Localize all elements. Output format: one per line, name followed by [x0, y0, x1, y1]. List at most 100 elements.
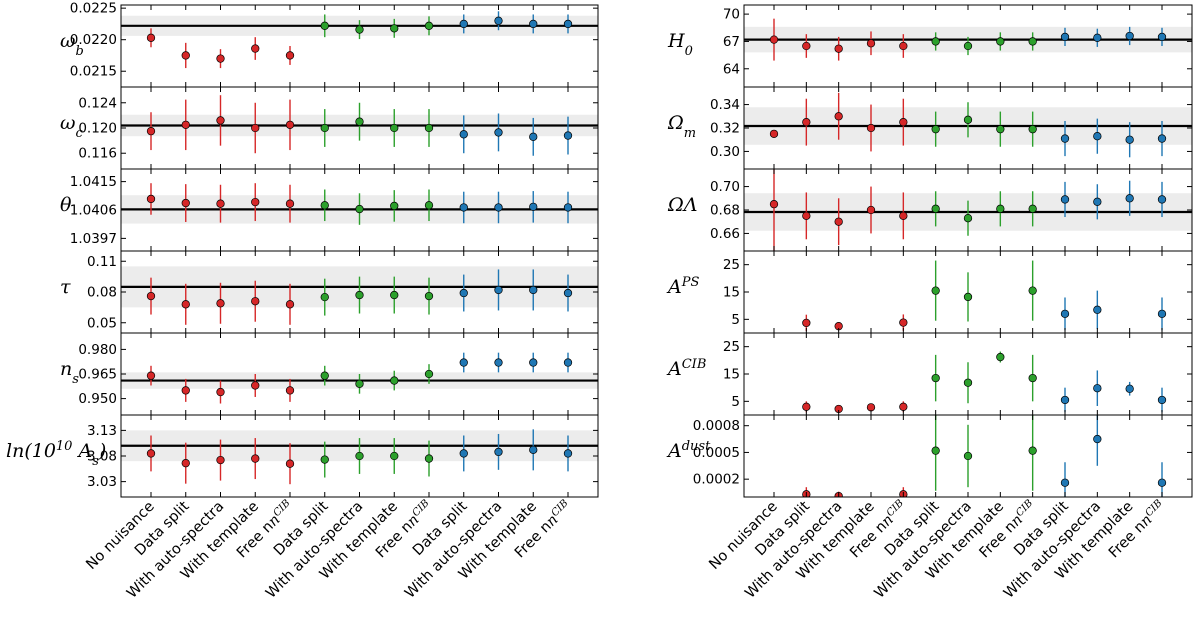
y-tick-label: 0.66	[710, 226, 740, 242]
data-point	[899, 117, 908, 127]
data-point	[424, 21, 434, 30]
panel-m: 0.30 0.32 0.34 Ωm	[667, 86, 1193, 170]
parameter-label-: τ	[60, 276, 71, 298]
panel-h-0: 64 67 70 H0	[667, 4, 1193, 88]
data-point	[563, 131, 573, 140]
panel-a-ps: 5 15 25 APS	[666, 250, 1193, 334]
data-point	[390, 376, 399, 385]
data-point	[146, 449, 156, 458]
data-point	[1060, 134, 1070, 143]
parameter-label-a-ps: APS	[666, 275, 699, 299]
data-point	[424, 291, 434, 301]
data-point	[251, 454, 260, 463]
data-point	[529, 285, 538, 295]
data-point	[390, 123, 399, 133]
y-tick-label: 70	[723, 7, 740, 23]
data-point	[931, 373, 940, 383]
data-point	[390, 201, 399, 211]
panel-: 0.66 0.68 0.70 ΩΛ	[667, 168, 1193, 252]
data-point	[181, 300, 190, 309]
data-point	[251, 297, 260, 306]
data-point	[216, 387, 225, 397]
data-point	[1157, 32, 1167, 42]
y-tick-label: 0.0220	[70, 32, 117, 48]
data-point	[529, 202, 538, 211]
data-point	[769, 129, 779, 139]
data-point	[216, 455, 225, 465]
data-point	[529, 358, 538, 367]
data-point	[529, 19, 538, 29]
data-point	[459, 19, 468, 29]
y-tick-label: 3.08	[87, 449, 117, 465]
panel-: 0.05 0.08 0.11 τ	[60, 250, 599, 334]
data-point	[963, 292, 973, 302]
y-tick-label: 64	[723, 61, 740, 77]
data-point	[1157, 195, 1167, 204]
parameter-label-c: ωc	[60, 112, 84, 141]
data-point	[899, 211, 908, 221]
y-tick-label: 0.0002	[693, 472, 740, 488]
data-point	[1093, 197, 1102, 206]
y-tick-label: 0.30	[710, 144, 740, 160]
data-point	[459, 288, 468, 298]
data-point	[355, 25, 364, 34]
parameter-label-h-0: H0	[667, 30, 693, 59]
y-tick-label: 0.980	[78, 342, 117, 358]
data-point	[1060, 395, 1070, 405]
data-point	[320, 21, 329, 30]
panel-b: 0.0215 0.0220 0.0225 ωb	[60, 1, 599, 88]
data-point	[459, 203, 468, 212]
y-tick-label: 0.116	[78, 146, 117, 162]
data-point	[866, 39, 876, 48]
data-point	[424, 201, 434, 210]
y-tick-label: 25	[723, 257, 740, 273]
y-tick-label: 3.03	[87, 474, 117, 490]
data-point	[563, 288, 573, 298]
data-point	[1028, 125, 1037, 134]
data-point	[1093, 305, 1102, 314]
data-point	[494, 128, 503, 137]
y-tick-label: 0.0008	[693, 418, 740, 434]
data-point	[802, 318, 811, 328]
data-point	[494, 447, 503, 457]
data-point	[1125, 194, 1134, 203]
data-point	[216, 199, 225, 208]
data-point	[931, 204, 940, 213]
y-tick-label: 0.120	[78, 121, 117, 137]
data-point	[424, 454, 434, 463]
data-point	[216, 54, 225, 63]
data-point	[996, 125, 1005, 134]
data-point	[802, 211, 811, 221]
data-point	[494, 358, 503, 367]
data-point	[1060, 309, 1070, 319]
data-point	[251, 381, 260, 390]
data-point	[390, 451, 399, 461]
data-point	[1060, 195, 1070, 204]
data-point	[251, 44, 260, 53]
y-tick-label: 0.0225	[70, 1, 117, 17]
data-point	[285, 459, 295, 468]
parameter-label-: θ	[60, 194, 72, 216]
data-point	[963, 378, 973, 387]
data-point	[769, 35, 779, 44]
data-point	[320, 371, 329, 380]
data-point	[146, 33, 156, 42]
data-point	[563, 449, 573, 458]
y-tick-label: 25	[723, 339, 740, 355]
data-point	[1028, 286, 1037, 295]
data-point	[1093, 33, 1102, 42]
data-point	[424, 123, 434, 133]
data-point	[931, 286, 940, 295]
data-point	[390, 290, 399, 300]
data-point	[1028, 204, 1037, 213]
data-point	[563, 358, 573, 367]
data-point	[1093, 132, 1102, 141]
parameter-label-b: ωb	[60, 30, 84, 59]
data-point	[931, 125, 940, 134]
data-point	[1060, 478, 1070, 487]
data-point	[320, 123, 329, 133]
data-point	[996, 204, 1005, 213]
